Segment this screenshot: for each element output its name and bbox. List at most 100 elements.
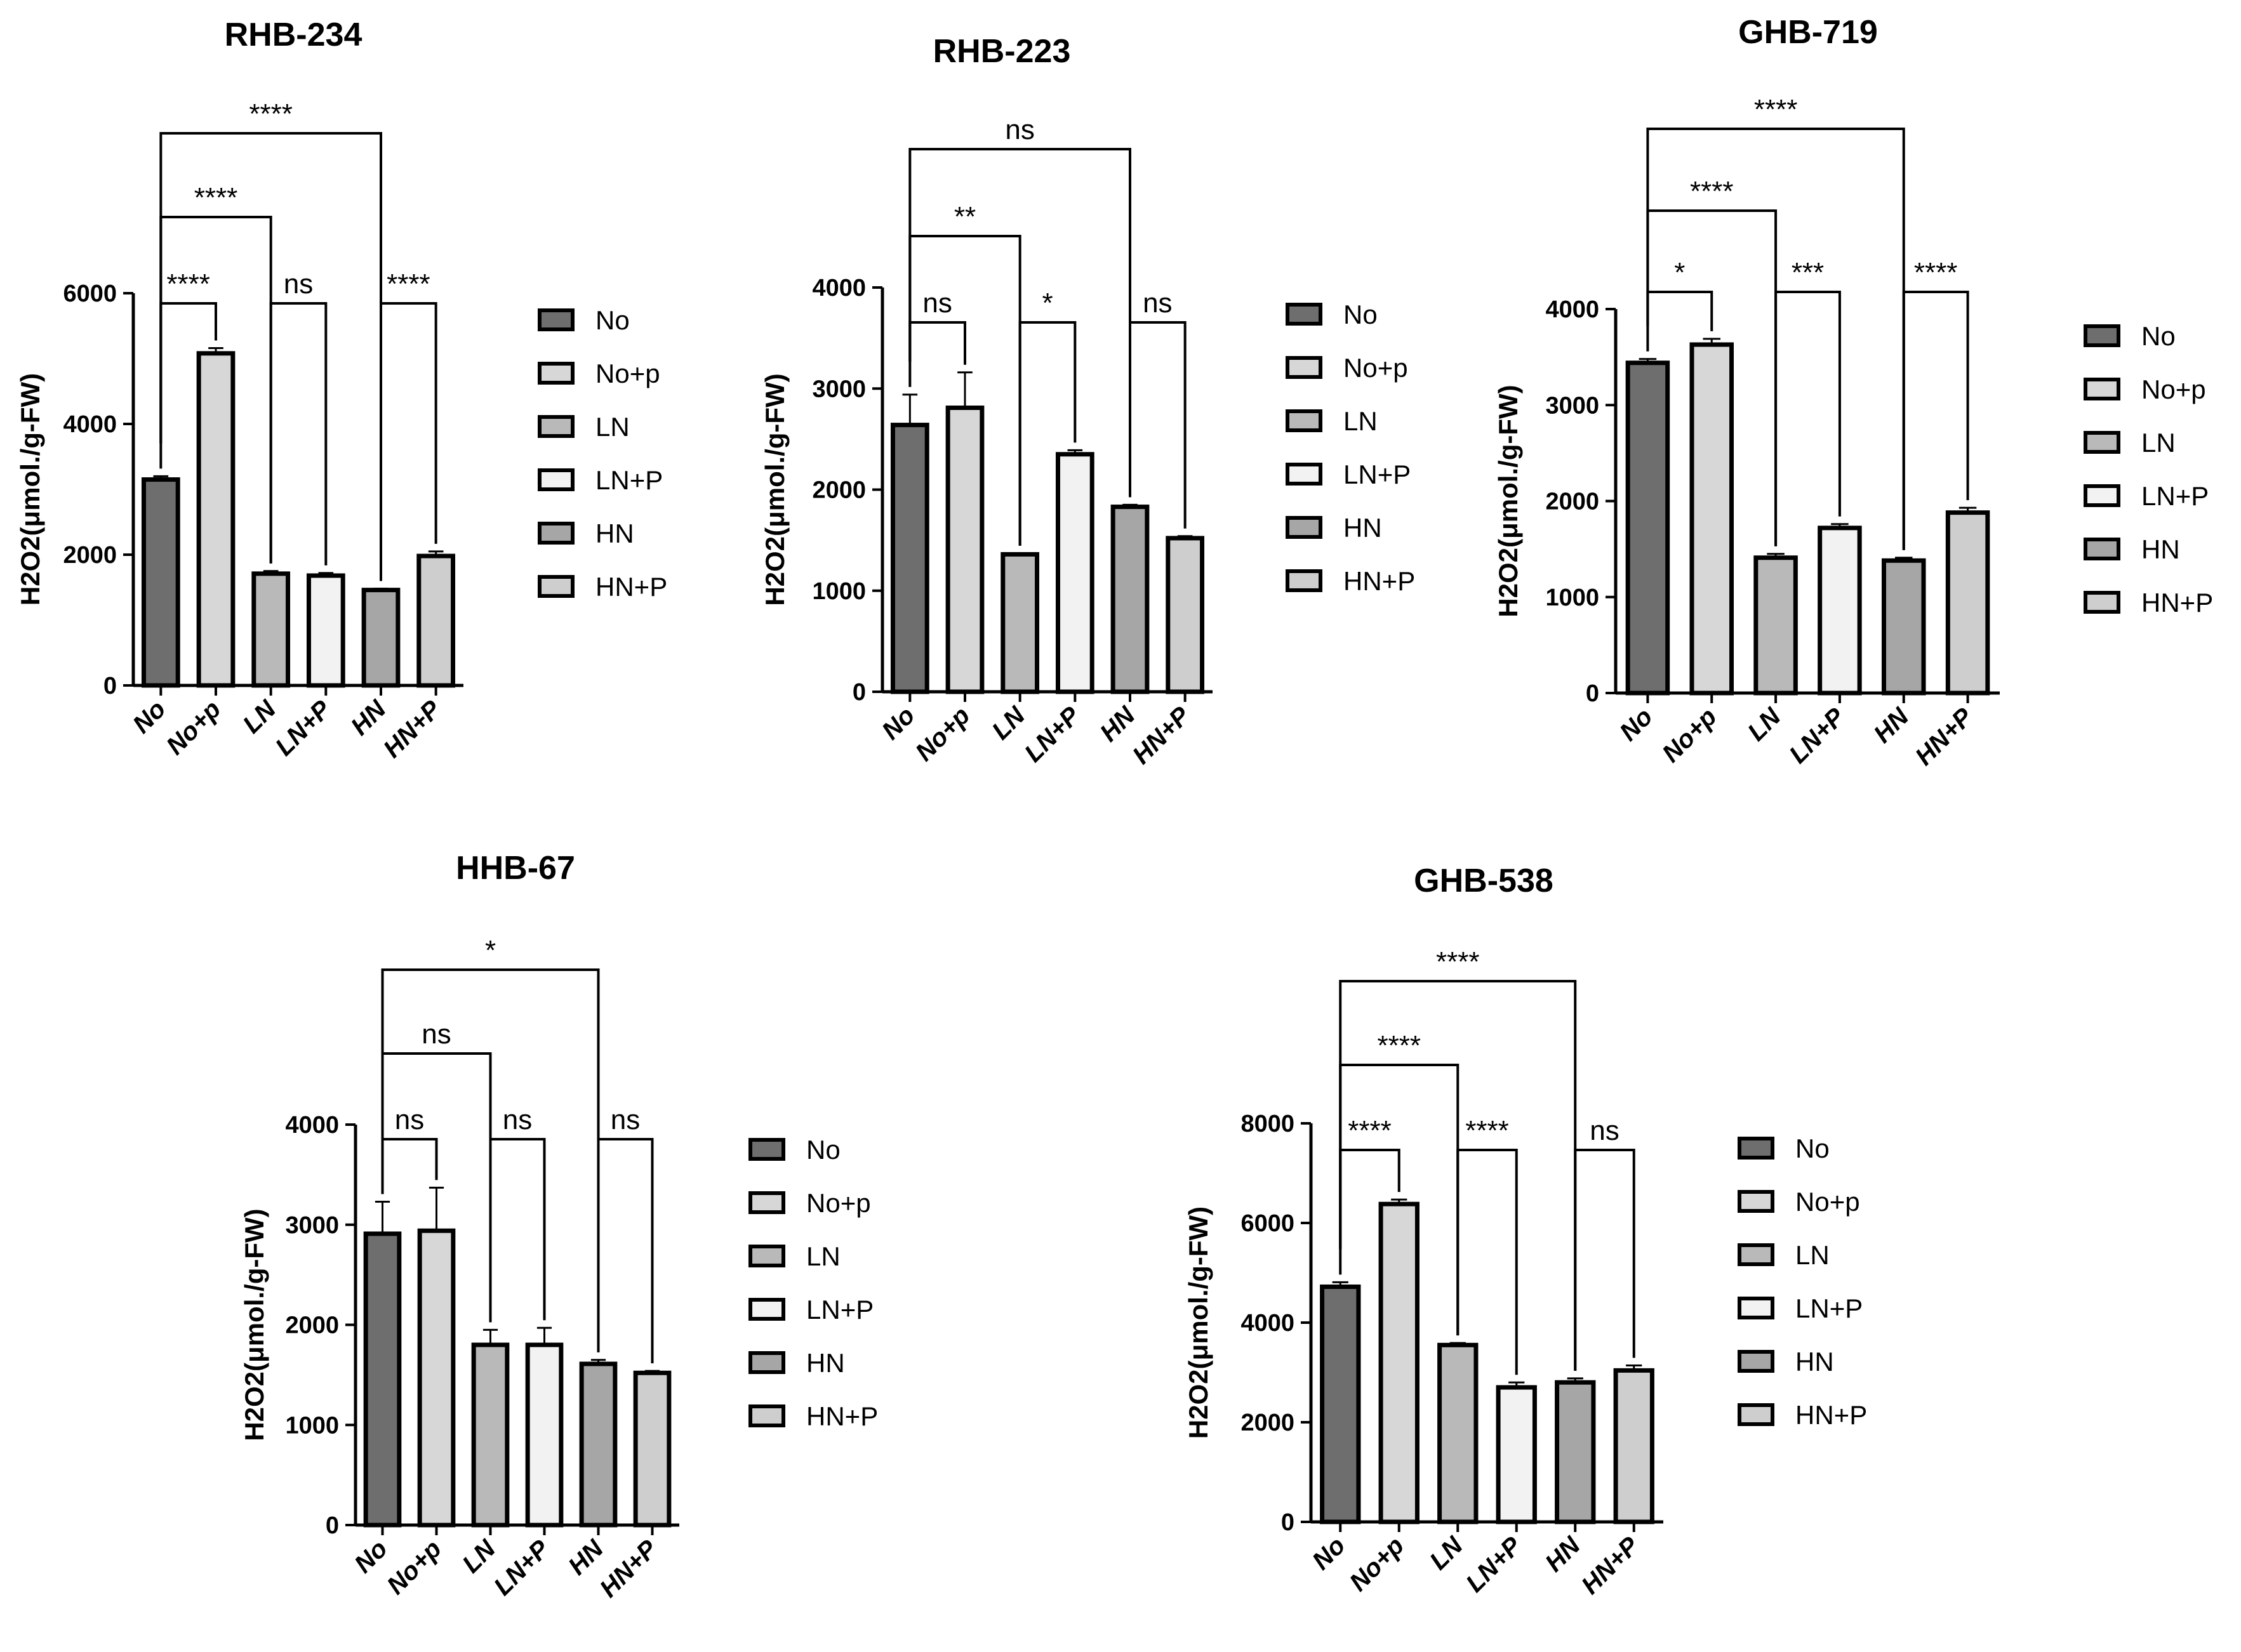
- x-tick-label: LN: [1743, 702, 1787, 746]
- x-tick-label: LN+P: [1019, 701, 1085, 767]
- chart-panel-ghb-538: GHB-538 0 2000 4000 6000 8000 H2O2(μmol./g-FW)…: [1183, 862, 1867, 1600]
- y-tick-label: 0: [326, 1512, 339, 1539]
- legend-label: No+p: [2141, 374, 2206, 404]
- y-tick-label: 0: [853, 679, 866, 706]
- legend-label: LN+P: [1343, 459, 1411, 489]
- legend-swatch: [538, 362, 575, 385]
- significance-label: ***: [1792, 257, 1824, 288]
- bar-no-plus-p: [196, 351, 236, 688]
- x-tick-label: LN+P: [1784, 703, 1850, 769]
- legend-swatch: [1286, 516, 1322, 539]
- y-axis-label: H2O2(μmol./g-FW): [1183, 1206, 1213, 1439]
- significance-label: ns: [1143, 287, 1172, 319]
- significance-bracket: [1018, 321, 1077, 546]
- y-tick-label: 6000: [1240, 1210, 1294, 1237]
- y-tick-label: 1000: [1545, 585, 1599, 611]
- legend-swatch: [1738, 1403, 1774, 1426]
- significance-label: *: [1042, 287, 1053, 319]
- y-axis-label: H2O2(μmol./g-FW): [1493, 385, 1523, 617]
- significance-bracket: [489, 1138, 546, 1323]
- y-tick-label: 1000: [285, 1412, 339, 1439]
- y-tick-label: 2000: [812, 477, 866, 504]
- legend-swatch: [1286, 463, 1322, 486]
- bar-ln: [251, 571, 291, 688]
- significance-label: ns: [422, 1019, 451, 1050]
- significance-label: ns: [922, 287, 952, 319]
- significance-label: ****: [166, 268, 210, 300]
- legend-swatch: [1738, 1190, 1774, 1213]
- legend-swatch: [2084, 484, 2120, 507]
- significance-label: ns: [1590, 1115, 1619, 1146]
- legend-swatch: [1286, 569, 1322, 592]
- legend-swatch: [748, 1191, 785, 1214]
- y-tick-label: 2000: [63, 542, 117, 569]
- legend-label: HN+P: [2141, 588, 2213, 618]
- bar-ln: [1001, 552, 1040, 694]
- legend-label: LN+P: [1795, 1293, 1863, 1323]
- significance-label: ****: [1378, 1030, 1421, 1061]
- legend-swatch: [748, 1245, 785, 1267]
- bar-hn-plus-p: [1613, 1368, 1654, 1524]
- legend-swatch: [748, 1351, 785, 1374]
- x-tick-label: HN: [563, 1534, 609, 1580]
- x-tick-label: No+p: [1657, 703, 1722, 768]
- bar-ln: [471, 1342, 510, 1528]
- legend-label: LN: [2141, 428, 2176, 458]
- significance-label: **: [954, 201, 976, 232]
- x-tick-label: No: [128, 695, 171, 739]
- bar-hn-plus-p: [633, 1370, 672, 1528]
- chart-title: GHB-719: [1738, 14, 1878, 51]
- x-tick-label: LN+P: [270, 695, 336, 761]
- bar-no: [1625, 360, 1670, 696]
- legend-swatch: [1738, 1137, 1774, 1160]
- chart-panel-hhb-67: HHB-67 0 1000 2000 3000 4000 H2O2(μmol./g-FW) N…: [239, 850, 878, 1603]
- x-tick-label: LN: [1425, 1531, 1469, 1575]
- significance-bracket: [269, 302, 328, 565]
- x-tick-label: No: [349, 1535, 393, 1578]
- x-tick-label: HN+P: [1576, 1531, 1645, 1600]
- legend-label: No: [806, 1135, 841, 1165]
- significance-bracket: [380, 302, 437, 581]
- y-tick-label: 4000: [63, 411, 117, 438]
- x-tick-label: LN: [987, 701, 1031, 745]
- significance-bracket: [1129, 321, 1187, 529]
- bar-no: [141, 477, 180, 688]
- legend-label: No: [1795, 1133, 1830, 1163]
- legend-label: LN: [1795, 1240, 1830, 1270]
- legend-label: No+p: [595, 359, 660, 388]
- x-tick-label: HN+P: [378, 695, 447, 763]
- legend-swatch: [538, 522, 575, 545]
- bar-hn-plus-p: [416, 553, 456, 688]
- x-tick-label: HN: [1540, 1531, 1586, 1577]
- chart-panel-rhb-223: RHB-223 0 1000 2000 3000 4000 H2O2(μmol./g-FW)…: [760, 33, 1415, 770]
- y-axis-label: H2O2(μmol./g-FW): [15, 373, 45, 605]
- bar-ln-plus-p: [1818, 525, 1862, 696]
- significance-label: ns: [284, 268, 313, 300]
- legend-swatch: [2084, 538, 2120, 560]
- y-axis-label: H2O2(μmol./g-FW): [239, 1208, 269, 1441]
- x-tick-label: No+p: [161, 695, 227, 760]
- chart-title: HHB-67: [456, 850, 575, 887]
- bar-ln: [1437, 1342, 1479, 1524]
- x-tick-label: No: [877, 701, 921, 745]
- significance-label: ****: [1690, 176, 1734, 207]
- legend-label: HN+P: [1795, 1400, 1867, 1430]
- x-tick-label: HN+P: [1127, 701, 1196, 770]
- legend-label: LN+P: [595, 465, 663, 495]
- legend-swatch: [1738, 1297, 1774, 1319]
- y-tick-label: 3000: [812, 376, 866, 402]
- significance-label: ****: [194, 182, 238, 213]
- significance-label: *: [1674, 257, 1685, 288]
- significance-label: ****: [387, 268, 430, 300]
- bar-ln: [1753, 555, 1798, 696]
- x-tick-label: No+p: [910, 701, 976, 767]
- bar-no-plus-p: [1689, 342, 1734, 696]
- x-tick-label: No: [1614, 703, 1658, 746]
- significance-bracket: [1902, 291, 1969, 550]
- legend-swatch: [2084, 591, 2120, 614]
- y-tick-label: 8000: [1240, 1111, 1294, 1137]
- y-tick-label: 2000: [285, 1312, 339, 1339]
- legend-swatch: [2084, 431, 2120, 454]
- significance-label: ****: [1348, 1115, 1392, 1146]
